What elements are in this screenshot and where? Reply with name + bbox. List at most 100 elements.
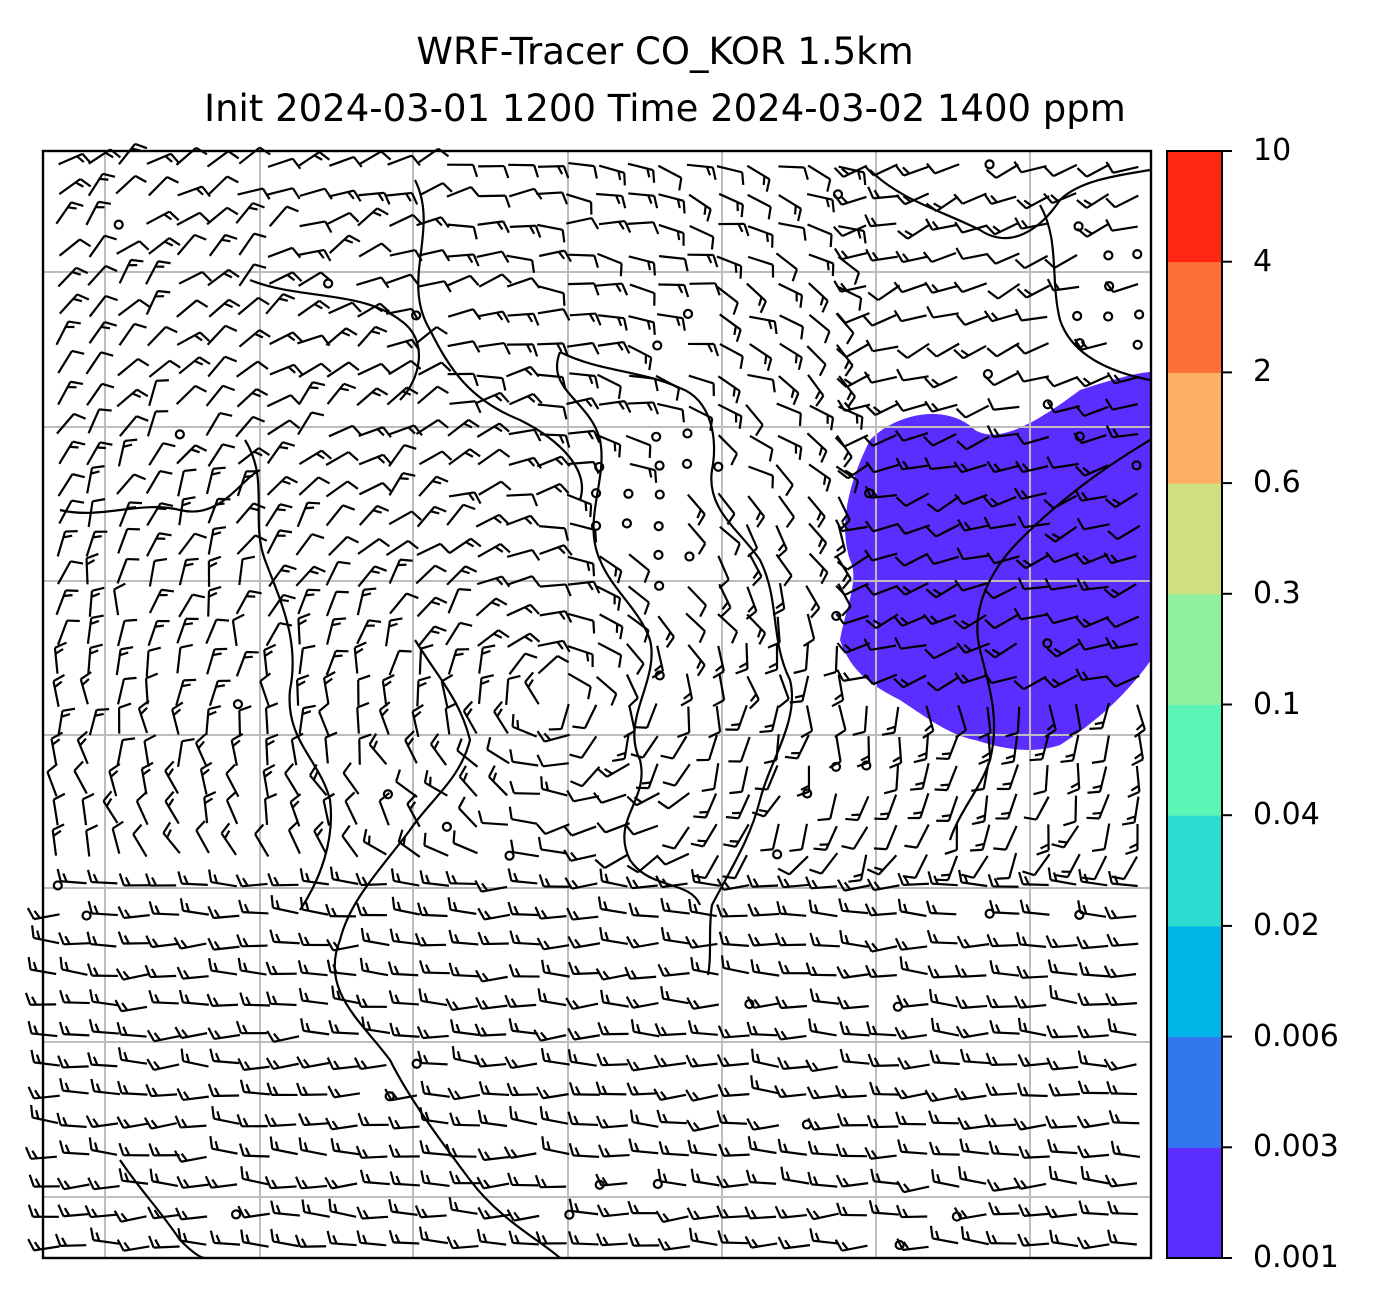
wind-barb — [55, 320, 81, 346]
wind-barb — [657, 164, 683, 191]
wind-barb — [716, 285, 739, 315]
wind-barb — [117, 931, 149, 945]
wind-barb — [86, 614, 104, 644]
map-frame — [41, 149, 1153, 1260]
wind-barb — [749, 315, 778, 335]
wind-barb — [690, 1168, 720, 1187]
wind-barb — [538, 249, 572, 263]
wind-barb — [595, 1115, 628, 1129]
wind-barb — [27, 1204, 59, 1218]
wind-barb — [725, 794, 751, 820]
wind-barb — [708, 705, 722, 739]
wind-barb — [600, 989, 629, 1008]
wind-barb — [449, 400, 482, 414]
wind-barb — [1013, 161, 1047, 174]
wind-barb — [262, 763, 276, 797]
wind-barb — [418, 1226, 449, 1245]
wind-barb — [541, 959, 570, 978]
wind-barb — [313, 821, 328, 855]
wind-barb — [687, 644, 706, 677]
wind-barb — [118, 501, 143, 528]
wind-barb — [655, 1210, 689, 1224]
wind-barb — [358, 426, 392, 438]
wind-barb — [924, 645, 958, 660]
wind-barb — [477, 310, 510, 324]
wind-barb — [807, 374, 825, 407]
wind-barb — [418, 475, 449, 497]
wind-barb — [653, 1054, 687, 1068]
wind-barb — [836, 1113, 869, 1127]
wind-barb — [505, 674, 521, 705]
wind-barb — [357, 1112, 389, 1127]
wind-barb — [88, 294, 118, 318]
wind-barb — [207, 497, 231, 524]
wind-barb — [808, 552, 829, 585]
wind-barb — [145, 469, 173, 495]
wind-barb — [176, 737, 195, 768]
wind-barb — [368, 733, 388, 766]
wind-barb — [777, 1056, 810, 1070]
wind-barb — [533, 1029, 567, 1042]
wind-barb — [265, 1057, 299, 1071]
wind-barb — [625, 674, 639, 708]
wind-barb — [88, 234, 117, 258]
wind-barb — [922, 251, 957, 264]
wind-barb — [793, 643, 810, 675]
wind-barb — [145, 1083, 178, 1098]
wind-barb — [864, 903, 897, 917]
wind-barb — [986, 342, 1020, 358]
wind-barb — [297, 960, 328, 977]
wind-barb — [774, 1205, 807, 1219]
wind-barb — [416, 1025, 449, 1040]
wind-barb — [207, 443, 236, 467]
wind-barb — [956, 547, 990, 561]
map-title-line2: Init 2024-03-01 1200 Time 2024-03-02 140… — [204, 87, 1126, 130]
wind-barb — [328, 535, 360, 557]
wind-barb — [266, 394, 301, 408]
wind-barb — [178, 496, 196, 526]
wind-barb — [813, 825, 838, 851]
wind-barb — [540, 1047, 570, 1066]
calm-marker — [323, 278, 334, 289]
wind-barb — [325, 903, 357, 918]
wind-barb — [653, 1088, 687, 1101]
wind-barb — [701, 763, 720, 793]
wind-barb — [866, 878, 900, 892]
calm-marker — [594, 461, 605, 473]
wind-barb — [837, 399, 871, 412]
wind-barb — [388, 649, 412, 676]
wind-barb — [628, 315, 656, 335]
wind-barb — [1105, 161, 1139, 174]
wind-barb — [440, 673, 454, 707]
wind-barb — [236, 388, 269, 408]
wind-barb — [208, 298, 241, 318]
wind-barb — [328, 424, 363, 438]
wind-barb — [76, 730, 89, 765]
calm-marker — [411, 310, 422, 321]
wind-barb — [897, 1057, 930, 1070]
wind-barb — [656, 1109, 687, 1125]
wind-barb — [265, 733, 279, 766]
wind-barb — [1082, 855, 1108, 881]
wind-barb — [353, 1057, 387, 1071]
wind-barb — [356, 619, 382, 645]
wind-barb — [206, 206, 239, 226]
wind-barb — [657, 963, 690, 977]
wind-barb — [986, 552, 1020, 565]
calm-marker — [682, 428, 693, 439]
wind-barb — [73, 760, 88, 795]
wind-barb — [56, 868, 87, 885]
wind-barb — [298, 449, 333, 466]
wind-barb — [834, 519, 868, 533]
wind-barb — [1068, 703, 1082, 737]
wind-barb — [566, 907, 599, 921]
wind-barb — [629, 462, 658, 483]
colorbar-tick-label: 0.006 — [1253, 1018, 1339, 1054]
calm-marker — [441, 821, 452, 832]
wind-barb — [178, 593, 206, 618]
colorbar-tick-label: 0.001 — [1253, 1240, 1339, 1275]
wind-barb — [387, 961, 419, 977]
wind-barb — [447, 648, 470, 675]
wind-barb — [687, 493, 706, 526]
wind-barb — [451, 1045, 480, 1066]
